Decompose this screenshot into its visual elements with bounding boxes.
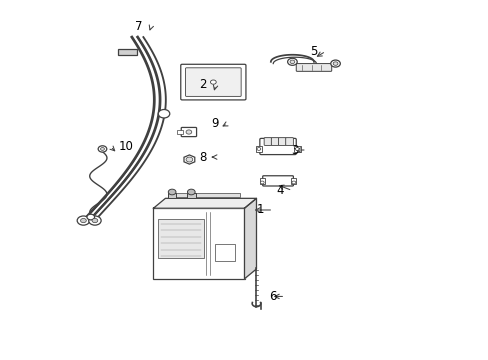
Text: 1: 1 [257, 203, 264, 216]
Polygon shape [244, 198, 256, 279]
Circle shape [168, 189, 176, 195]
Bar [259, 178, 264, 184]
Bar [255, 147, 262, 152]
Text: 4: 4 [276, 184, 283, 197]
Text: 3: 3 [290, 144, 298, 157]
Circle shape [92, 219, 98, 223]
Bar [186, 193, 195, 198]
Circle shape [77, 216, 89, 225]
Text: 6: 6 [268, 290, 276, 303]
Circle shape [87, 214, 94, 220]
FancyBboxPatch shape [185, 68, 241, 96]
Circle shape [98, 146, 106, 152]
FancyBboxPatch shape [262, 176, 293, 186]
FancyBboxPatch shape [271, 138, 279, 145]
Bar [167, 193, 239, 197]
Text: 7: 7 [135, 20, 142, 33]
Circle shape [295, 148, 299, 150]
Circle shape [158, 109, 169, 118]
Text: 10: 10 [119, 140, 134, 153]
Bar [153, 208, 244, 279]
FancyBboxPatch shape [264, 138, 271, 145]
Text: 5: 5 [309, 45, 317, 58]
FancyBboxPatch shape [285, 138, 293, 145]
Circle shape [81, 219, 86, 223]
Bar [158, 219, 203, 258]
Text: 2: 2 [199, 78, 207, 91]
Circle shape [291, 181, 295, 184]
FancyBboxPatch shape [181, 127, 196, 136]
Circle shape [330, 60, 340, 67]
Circle shape [185, 157, 192, 162]
Text: 9: 9 [211, 117, 219, 130]
FancyBboxPatch shape [259, 138, 296, 154]
Circle shape [332, 62, 337, 66]
Circle shape [185, 130, 191, 134]
Circle shape [287, 58, 297, 66]
Bar [215, 243, 235, 261]
Circle shape [260, 181, 264, 184]
Bar [291, 178, 296, 184]
Circle shape [210, 80, 216, 84]
Bar [177, 130, 183, 135]
Circle shape [289, 60, 294, 64]
Bar [293, 147, 300, 152]
Circle shape [101, 148, 104, 150]
FancyBboxPatch shape [296, 64, 331, 71]
Circle shape [187, 189, 195, 195]
Bar [167, 193, 176, 198]
Text: 8: 8 [199, 150, 207, 163]
Bar [117, 49, 136, 55]
FancyBboxPatch shape [278, 138, 285, 145]
FancyBboxPatch shape [181, 64, 245, 100]
Polygon shape [153, 198, 256, 208]
Circle shape [88, 216, 101, 225]
Circle shape [256, 148, 260, 150]
